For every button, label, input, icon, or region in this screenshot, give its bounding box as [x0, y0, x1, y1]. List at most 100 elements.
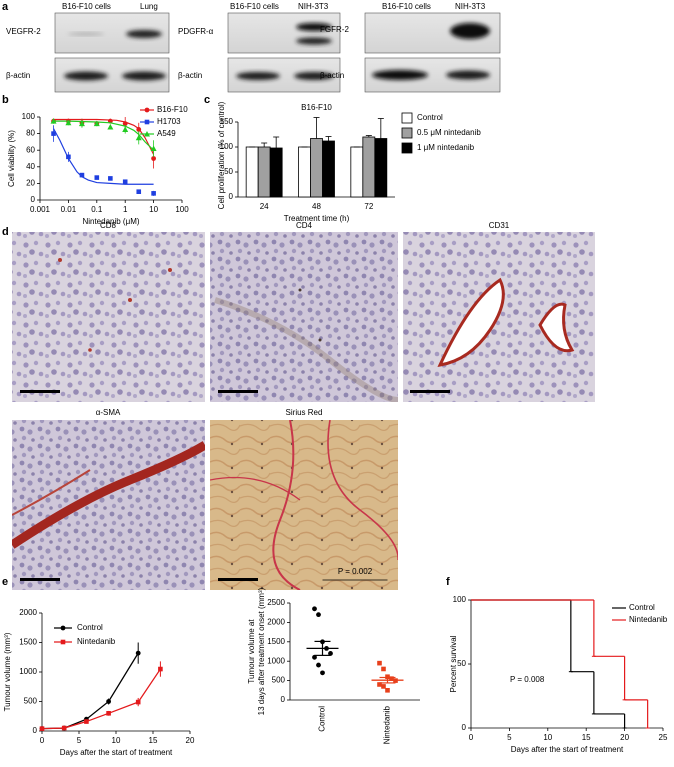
y-axis-label: Tumour volume (mm³) [3, 632, 12, 711]
fit-curve [53, 128, 154, 185]
data-point [377, 682, 382, 687]
data-point [151, 156, 157, 161]
row-label: VEGFR-2 [6, 27, 41, 36]
y-tick-label: 2000 [267, 618, 285, 627]
x-tick-label: 15 [149, 736, 158, 745]
y-tick-label: 0 [281, 695, 286, 704]
x-tick-label: 100 [175, 205, 189, 214]
bar [362, 136, 376, 198]
x-tick-label: 10 [149, 205, 158, 214]
bar [298, 146, 311, 198]
y-tick-label: 500 [272, 676, 286, 685]
y-tick-label: 100 [220, 142, 234, 151]
x-tick-label: 20 [186, 736, 195, 745]
bar [310, 138, 323, 198]
data-point [136, 127, 142, 132]
legend-label: B16-F10 [157, 105, 188, 114]
row-label: β-actin [6, 71, 30, 80]
legend-label: 1 μM nintedanib [417, 143, 475, 152]
band [64, 71, 108, 81]
y-tick-label: 1500 [19, 638, 37, 647]
data-point [385, 674, 390, 680]
x-tick-label: 5 [77, 736, 82, 745]
data-point [122, 179, 128, 185]
x-tick-label: 72 [364, 202, 373, 211]
legend-label: A549 [157, 129, 176, 138]
bar [322, 140, 335, 198]
x-tick-label: 48 [312, 202, 321, 211]
legend-label: 0.5 μM nintedanib [417, 128, 481, 137]
data-point [135, 650, 141, 656]
x-tick-label: 1 [123, 205, 128, 214]
data-point [151, 191, 156, 196]
y-tick-label: 0 [31, 195, 36, 204]
y-tick-label: 2000 [19, 608, 37, 617]
data-point [144, 107, 150, 113]
data-point [79, 172, 85, 178]
data-point [377, 660, 382, 666]
panel-label: e [2, 576, 8, 588]
panel-label: a [2, 1, 9, 13]
row-label: β-actin [320, 71, 344, 80]
y-tick-label: 500 [24, 697, 38, 706]
y-tick-label: 20 [26, 179, 35, 188]
data-point [381, 666, 386, 672]
row-label: β-actin [178, 71, 202, 80]
data-point [122, 121, 128, 127]
lane-label: Lung [140, 2, 158, 11]
data-point [144, 119, 150, 125]
data-point [158, 666, 163, 672]
bar [257, 146, 271, 198]
legend-label: Nintedanib [77, 637, 116, 646]
y-tick-label: 100 [453, 595, 467, 604]
x-axis-label: Nintedanib (μM) [82, 217, 139, 226]
micrograph [12, 420, 205, 590]
image-label: CD31 [489, 221, 510, 230]
y-axis-label: Tumour volume at [247, 619, 256, 684]
chart-title: B16-F10 [301, 103, 332, 112]
series-line [41, 668, 161, 730]
x-tick-label: 0 [469, 733, 474, 742]
y-tick-label: 80 [26, 129, 35, 138]
panel-label: d [2, 226, 9, 238]
y-axis-label: Cell proliferation (% of control) [217, 101, 226, 209]
bar [374, 138, 388, 198]
data-point [316, 662, 321, 668]
x-tick-label: 0 [40, 736, 45, 745]
bar [269, 147, 283, 198]
x-tick-label: 15 [582, 733, 591, 742]
lane-label: NIH-3T3 [298, 2, 329, 11]
data-point [93, 120, 100, 127]
band [372, 70, 428, 80]
data-point [316, 612, 321, 618]
legend-swatch [401, 127, 413, 139]
band [296, 23, 332, 31]
image-label: CD4 [296, 221, 313, 230]
y-tick-label: 0 [462, 723, 467, 732]
y-tick-label: 100 [22, 112, 36, 121]
data-point [328, 651, 333, 656]
x-axis-label: Days after the start of treatment [60, 748, 173, 757]
y-axis-label: 13 days after treatment onset (mm³) [257, 587, 266, 715]
y-tick-label: 1500 [267, 637, 285, 646]
x-tick-label: 25 [659, 733, 668, 742]
data-point [389, 676, 394, 681]
blot: B16-F10 cells NIH-3T3 PDGFR-α β-actin [178, 2, 341, 93]
data-point [51, 131, 56, 136]
image-label: Sirius Red [286, 408, 323, 417]
micrograph [403, 232, 595, 402]
panel-label: c [204, 94, 210, 106]
bar [245, 146, 259, 198]
y-tick-label: 50 [224, 167, 233, 176]
lane-label: B16-F10 cells [382, 2, 431, 11]
y-axis-label: Percent survival [449, 635, 458, 692]
blot: B16-F10 cells NIH-3T3 FGFR-2 β-actin [320, 2, 501, 93]
x-tick-label: 0.01 [61, 205, 77, 214]
data-point [66, 154, 71, 160]
data-point [107, 123, 114, 130]
data-point [135, 134, 142, 141]
panel-label: f [446, 576, 450, 588]
legend-label: Nintedanib [629, 615, 668, 624]
x-tick-label: 0.1 [91, 205, 103, 214]
